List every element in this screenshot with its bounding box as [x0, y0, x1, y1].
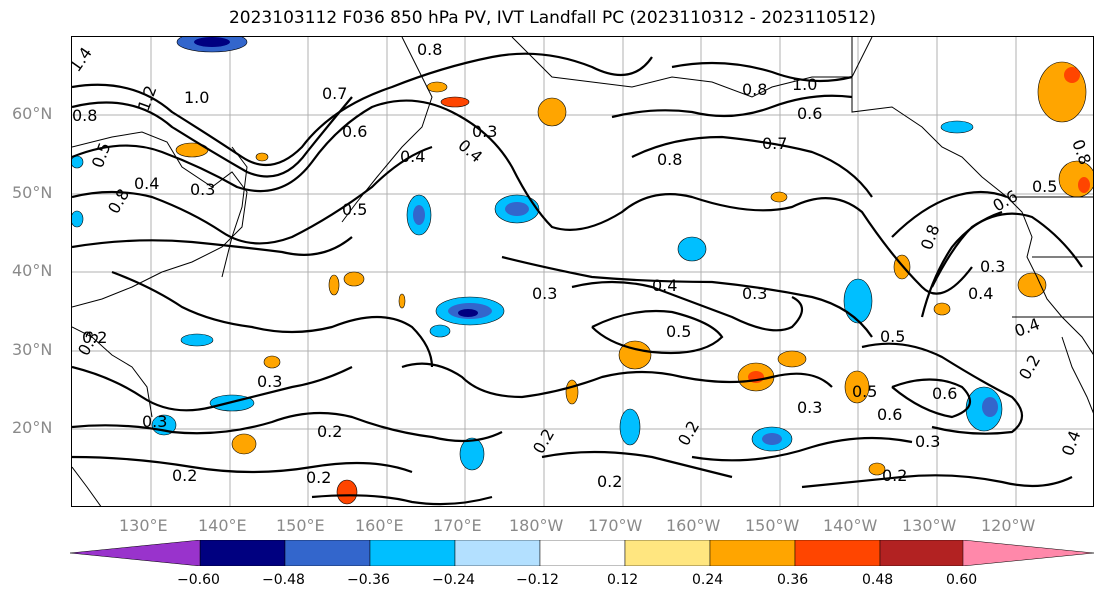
contour-label: 0.8 — [72, 106, 97, 125]
contour-label: 0.3 — [190, 180, 215, 199]
colorbar-segment — [369, 540, 456, 566]
contour-label: 0.5 — [852, 382, 877, 401]
colorbar-tick: 0.12 — [607, 572, 639, 588]
contour-label: 1.2 — [134, 83, 161, 113]
contour-label: 0.5 — [1032, 177, 1057, 196]
contour-label: 0.4 — [134, 174, 159, 193]
contour-label: 0.6 — [797, 104, 822, 123]
contour-label: 0.8 — [917, 222, 944, 252]
lon-label: 120°W — [981, 516, 1036, 535]
lon-label: 130°W — [902, 516, 957, 535]
lon-label: 140°E — [198, 516, 247, 535]
contour-label: 0.3 — [742, 284, 767, 303]
lat-label: 40°N — [12, 261, 53, 280]
contour-label: 0.4 — [968, 284, 993, 303]
colorbar-tick: −0.24 — [432, 572, 475, 588]
lat-label: 20°N — [12, 418, 53, 437]
colorbar-segment — [879, 540, 966, 566]
colorbar-tick: 0.36 — [777, 572, 809, 588]
contour-label: 0.5 — [666, 322, 691, 341]
lon-label: 170°E — [433, 516, 482, 535]
lon-label: 150°W — [745, 516, 800, 535]
lon-label: 140°W — [823, 516, 878, 535]
colorbar-left-arrow — [70, 540, 201, 566]
colorbar-tick: −0.48 — [262, 572, 305, 588]
contour-label: 1.0 — [792, 75, 817, 94]
contour-label: 0.2 — [172, 466, 197, 485]
lat-label: 30°N — [12, 340, 53, 359]
lon-label: 160°E — [355, 516, 404, 535]
contour-label: 0.4 — [1058, 428, 1085, 458]
colorbar-segment — [794, 540, 881, 566]
coastlines — [72, 37, 1093, 506]
contour-label: 0.7 — [762, 134, 787, 153]
anomaly-fills — [72, 37, 1093, 505]
contour-label: 0.5 — [88, 140, 115, 170]
colorbar-segment — [539, 540, 626, 566]
contour-label: 0.3 — [980, 257, 1005, 276]
colorbar-tick: −0.12 — [516, 572, 559, 588]
contour-label: 0.2 — [597, 472, 622, 491]
contour-label: 0.3 — [142, 412, 167, 431]
colorbar-segment — [284, 540, 371, 566]
contour-label: 0.2 — [674, 417, 703, 449]
contour-label: 0.6 — [932, 384, 957, 403]
contour-label: 0.4 — [400, 147, 425, 166]
colorbar-tick: 0.24 — [692, 572, 724, 588]
lat-label: 60°N — [12, 104, 53, 123]
contour-label: 0.3 — [797, 398, 822, 417]
colorbar-tick: −0.36 — [347, 572, 390, 588]
contour-label: 0.3 — [915, 432, 940, 451]
contour-label: 0.2 — [529, 425, 558, 457]
contour-label: 0.2 — [1015, 351, 1044, 383]
contour-label: 0.4 — [652, 276, 677, 295]
contour-label: 0.8 — [742, 80, 767, 99]
contour-label: 0.3 — [532, 284, 557, 303]
colorbar-tick: 0.48 — [862, 572, 894, 588]
pv-contours — [72, 52, 1083, 506]
contour-label: 0.6 — [877, 405, 902, 424]
contour-label: 0.3 — [472, 122, 497, 141]
contour-label: 0.8 — [417, 40, 442, 59]
contour-label: 0.7 — [322, 84, 347, 103]
contour-label: 1.0 — [184, 88, 209, 107]
map-title: 2023103112 F036 850 hPa PV, IVT Landfall… — [228, 8, 876, 28]
contour-label: 0.6 — [342, 122, 367, 141]
colorbar-right-arrow — [962, 540, 1095, 566]
colorbar-segments — [199, 540, 966, 566]
lat-label: 50°N — [12, 183, 53, 202]
contour-label: 0.5 — [342, 200, 367, 219]
colorbar-segment — [454, 540, 541, 566]
contour-label: 0.8 — [657, 150, 682, 169]
map-canvas: 1.4 1.2 1.0 0.8 0.5 0.7 0.8 0.3 0.4 0.3 … — [72, 37, 1093, 506]
contour-label: 0.2 — [82, 328, 107, 347]
map-panel: 1.4 1.2 1.0 0.8 0.5 0.7 0.8 0.3 0.4 0.3 … — [71, 36, 1094, 507]
contour-label: 1.4 — [72, 44, 96, 76]
contour-label: 0.2 — [882, 466, 907, 485]
lon-label: 150°E — [276, 516, 325, 535]
lon-label: 130°E — [119, 516, 168, 535]
lon-label: 180°W — [509, 516, 564, 535]
contour-label: 0.2 — [306, 468, 331, 487]
contour-label: 0.2 — [317, 422, 342, 441]
colorbar-tick: 0.60 — [946, 572, 978, 588]
colorbar-segment — [199, 540, 286, 566]
lon-label: 170°W — [588, 516, 643, 535]
lon-label: 160°W — [666, 516, 721, 535]
colorbar-segment — [624, 540, 711, 566]
contour-label: 0.8 — [104, 185, 133, 217]
contour-label: 0.5 — [880, 327, 905, 346]
colorbar-tick: −0.60 — [177, 572, 220, 588]
colorbar-segment — [709, 540, 796, 566]
contour-label: 0.3 — [257, 372, 282, 391]
colorbar — [70, 540, 1095, 566]
